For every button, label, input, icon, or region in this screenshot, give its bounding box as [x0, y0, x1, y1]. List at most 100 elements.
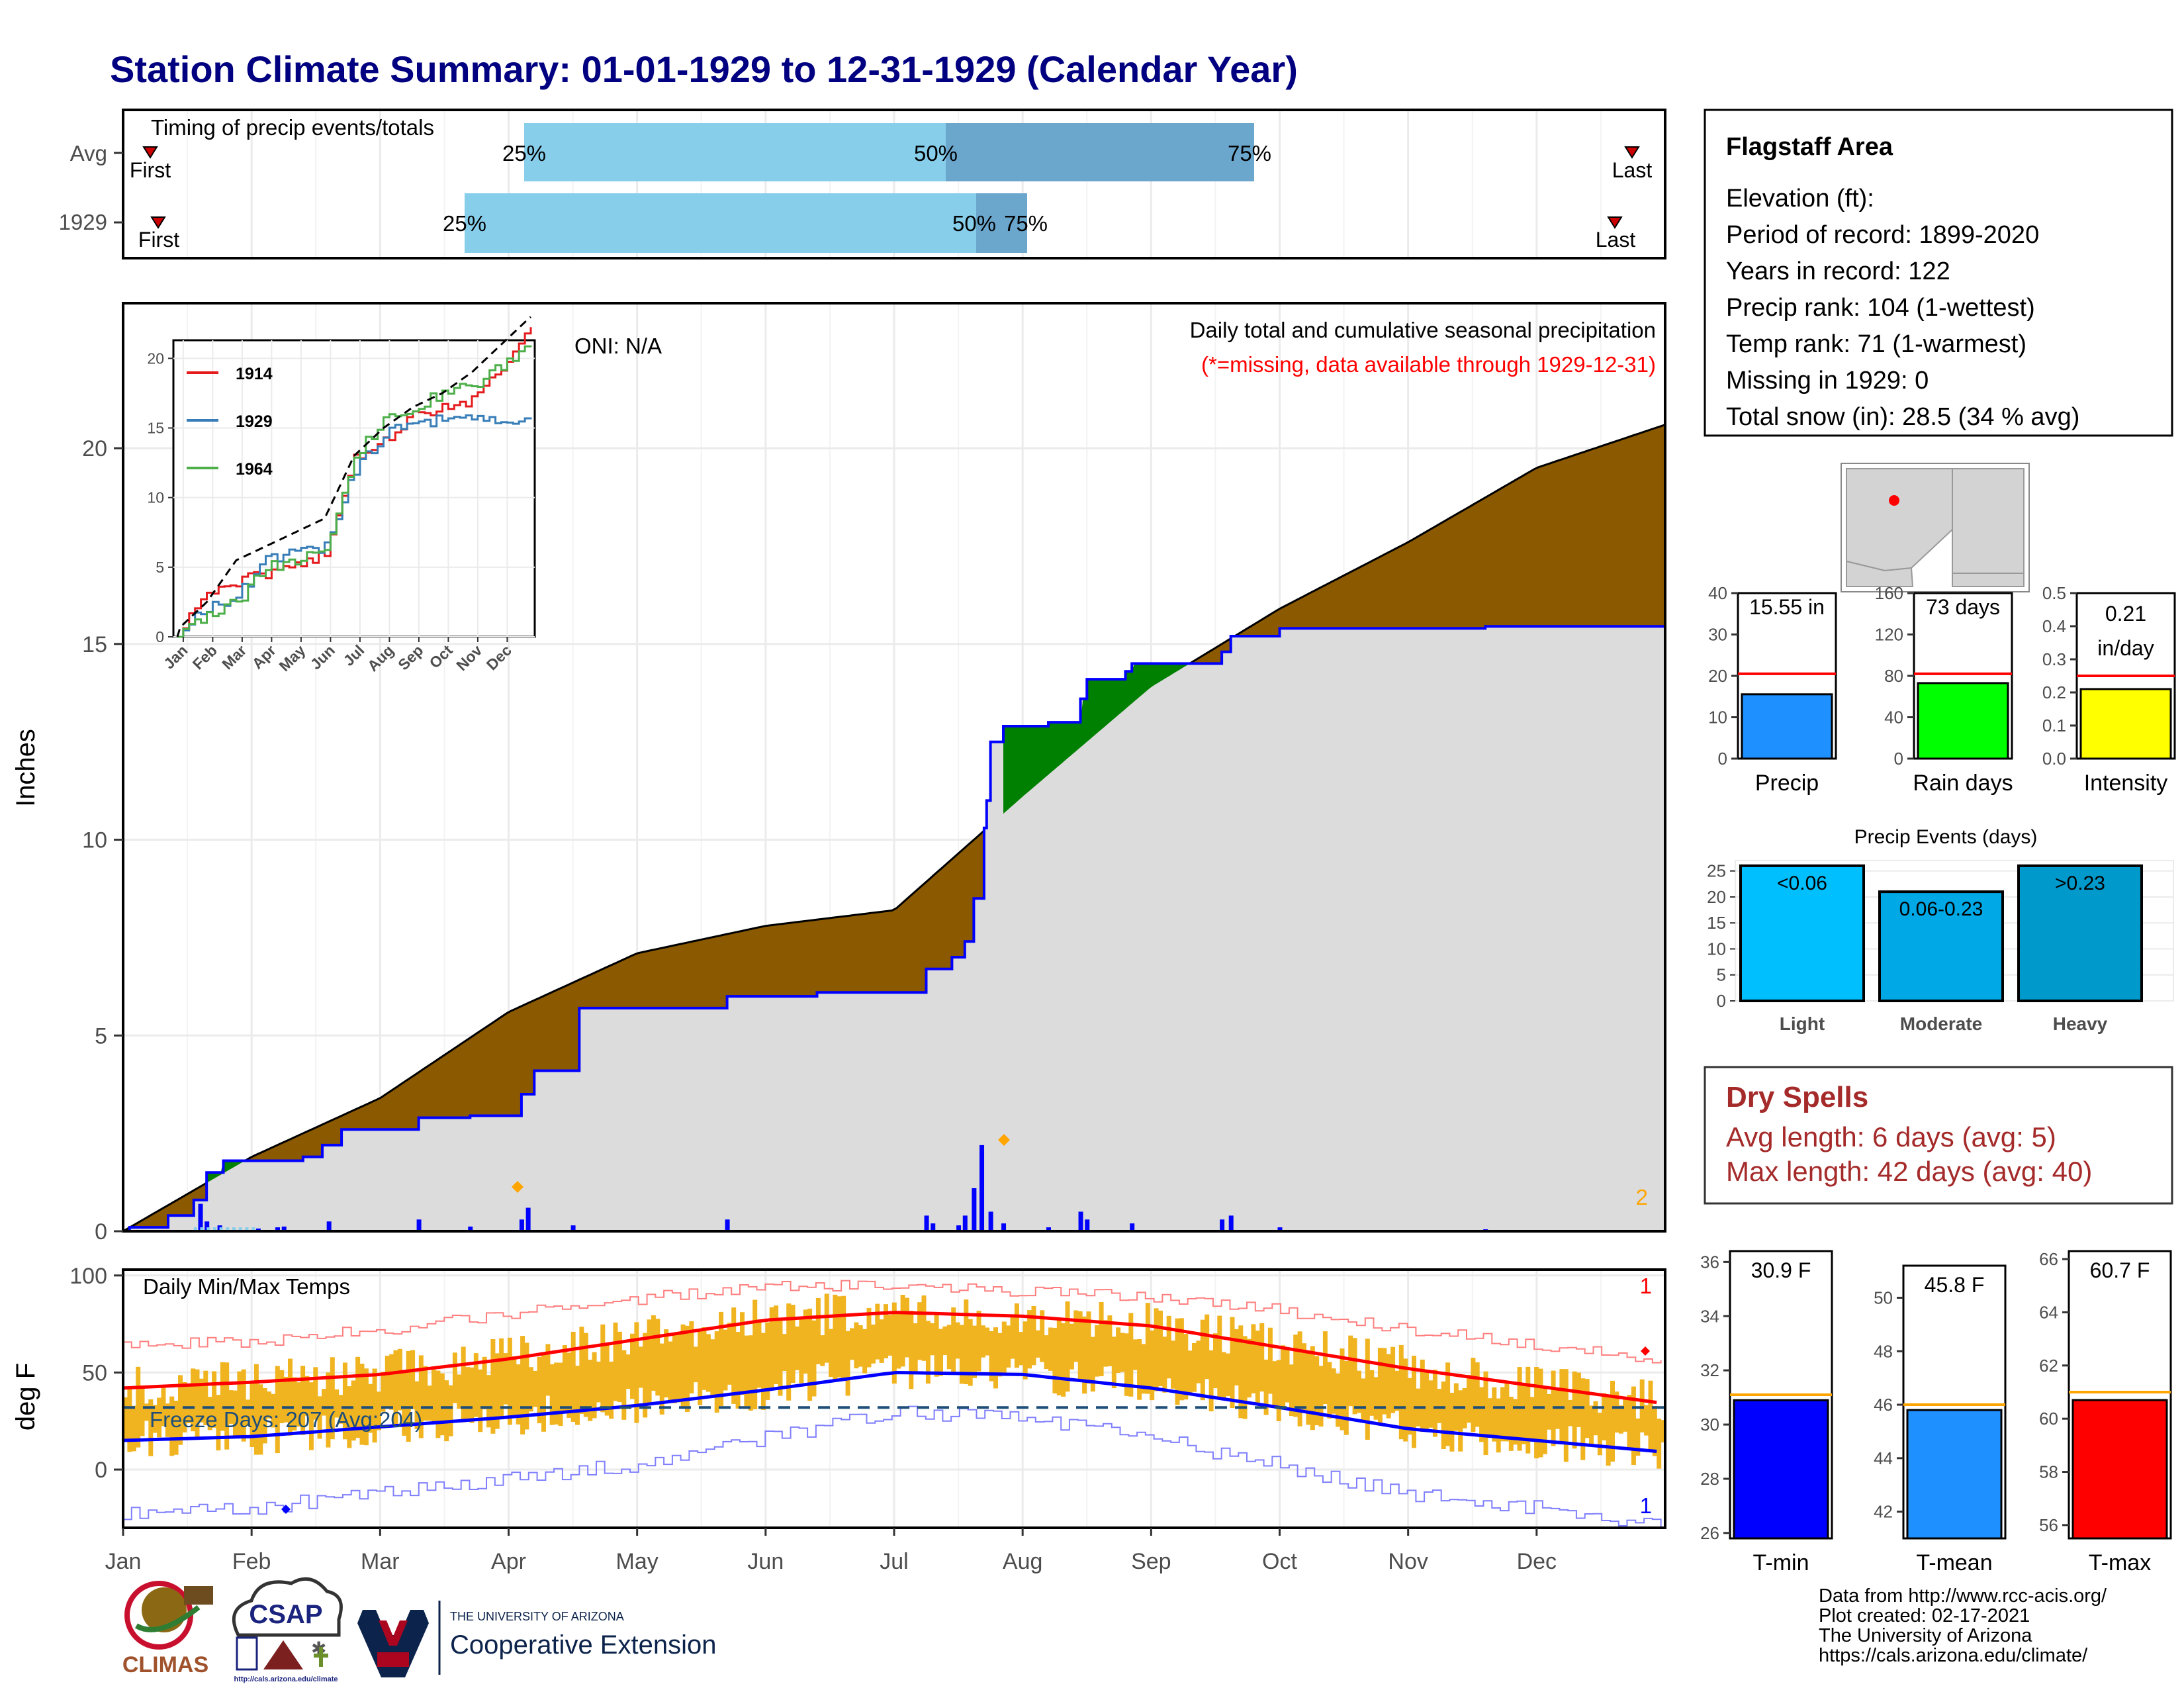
- daily-temp-bar: [870, 1324, 876, 1364]
- daily-temp-bar: [199, 1378, 204, 1423]
- daily-temp-bar: [837, 1296, 842, 1378]
- daily-temp-bar: [220, 1362, 225, 1431]
- daily-temp-bar: [1158, 1310, 1163, 1386]
- station-info-line: Years in record: 122: [1726, 258, 1950, 285]
- temp-bar-ytick: 64: [2039, 1302, 2058, 1322]
- daily-precip-bar: [275, 1227, 280, 1231]
- mini-bar-ytick: 0.0: [2042, 749, 2066, 769]
- daily-temp-bar: [448, 1385, 453, 1436]
- daily-temp-bar: [1584, 1379, 1590, 1438]
- station-info-line: Period of record: 1899-2020: [1726, 221, 2039, 249]
- daily-temp-bar: [1361, 1378, 1366, 1423]
- inset-xtick: Feb: [189, 641, 220, 673]
- temp-bar-ytick: 28: [1700, 1469, 1719, 1489]
- daily-temp-bar: [338, 1395, 343, 1424]
- daily-temp-bar: [283, 1376, 289, 1423]
- daily-temp-bar: [1547, 1393, 1552, 1430]
- daily-temp-bar: [905, 1297, 909, 1358]
- mini-bar-ytick: 160: [1875, 583, 1903, 603]
- first-label-avg: First: [130, 158, 171, 182]
- daily-temp-bar: [1213, 1333, 1218, 1389]
- daily-temp-bar: [1648, 1380, 1653, 1450]
- climas-text: CLIMAS: [122, 1652, 208, 1677]
- daily-temp-bar: [1487, 1398, 1492, 1437]
- last-marker-1929: [1607, 216, 1623, 229]
- daily-temp-bar: [1001, 1321, 1007, 1376]
- daily-temp-bar: [423, 1366, 428, 1421]
- mini-bar-label: Rain days: [1913, 771, 2013, 796]
- temp-panel: 0 50 100 deg F Daily Min/Max Temps Freeze …: [11, 1264, 1666, 1529]
- daily-precip-bar-light: [219, 1227, 223, 1231]
- temp-bar-ytick: 50: [1874, 1288, 1893, 1307]
- daily-temp-bar: [1006, 1325, 1011, 1368]
- daily-temp-bar: [651, 1315, 656, 1391]
- mini-bar-ytick: 0.2: [2042, 682, 2066, 702]
- daily-temp-bar: [1525, 1366, 1531, 1454]
- daily-precip-bar: [326, 1221, 332, 1231]
- temp-bar-ytick: 26: [1700, 1523, 1719, 1543]
- daily-temp-bar: [968, 1319, 973, 1386]
- events-ytick: 0: [1717, 991, 1726, 1011]
- daily-temp-bar: [1441, 1382, 1446, 1449]
- daily-temp-bar: [1377, 1348, 1383, 1423]
- daily-temp-bar: [347, 1386, 352, 1448]
- daily-temp-bar: [1145, 1303, 1150, 1394]
- max-daily-marker-apr: [512, 1181, 523, 1193]
- daily-precip-bar-light: [226, 1227, 230, 1231]
- daily-temp-bar: [1458, 1390, 1463, 1452]
- temp-bar-ytick: 56: [2039, 1515, 2058, 1535]
- daily-temp-bar: [216, 1395, 221, 1451]
- daily-temp-bar: [478, 1369, 483, 1432]
- daily-temp-bar: [381, 1372, 386, 1412]
- daily-temp-bar: [1179, 1318, 1184, 1401]
- daily-precip-bar-light: [232, 1227, 236, 1231]
- observed-cumulative-line: [123, 622, 1666, 1233]
- timing-row-avg: Avg: [70, 141, 107, 165]
- mini-bar-ytick: 80: [1884, 666, 1903, 686]
- daily-temp-bar: [643, 1333, 648, 1418]
- daily-temp-bar: [1483, 1371, 1488, 1456]
- mini-bar-Rain days: [1917, 682, 2009, 760]
- daily-temp-bar: [1500, 1387, 1505, 1442]
- daily-temp-bar: [271, 1393, 276, 1428]
- daily-precip-bar: [1277, 1227, 1283, 1231]
- daily-temp-bar: [520, 1336, 525, 1434]
- month-tick-label: Dec: [1517, 1549, 1557, 1574]
- daily-temp-bar: [1095, 1325, 1100, 1377]
- daily-temp-bar: [157, 1397, 162, 1438]
- daily-precip-bar: [1078, 1211, 1083, 1231]
- daily-temp-bar: [790, 1305, 796, 1383]
- timing-1929-bar-50-75: [976, 193, 1027, 253]
- mini-bar-label: Precip: [1755, 771, 1819, 796]
- events-ytick: 5: [1717, 965, 1726, 985]
- daily-temp-bar: [1318, 1366, 1324, 1427]
- mini-bar-ytick: 0.1: [2042, 716, 2066, 735]
- temp-bar-ytick: 58: [2039, 1462, 2058, 1482]
- daily-temp-bar: [469, 1367, 475, 1423]
- daily-temp-bar: [414, 1381, 420, 1429]
- inset-ytick: 10: [147, 489, 164, 506]
- daily-temp-bar: [875, 1303, 880, 1360]
- daily-temp-bar: [1234, 1329, 1239, 1385]
- daily-temp-bar: [676, 1334, 682, 1403]
- month-tick-label: Apr: [491, 1549, 526, 1574]
- daily-temp-bar: [613, 1322, 618, 1401]
- station-info-line: Precip rank: 104 (1-wettest): [1726, 294, 2035, 322]
- daily-temp-bar: [604, 1342, 610, 1416]
- daily-temp-bar: [1052, 1327, 1058, 1393]
- inset-xtick: Jan: [160, 641, 191, 672]
- temp-bar-ytick: 30: [1700, 1415, 1719, 1434]
- daily-precip-bar: [1001, 1223, 1007, 1231]
- daily-temp-bar: [1310, 1346, 1315, 1430]
- avg-min-line: [122, 1370, 1657, 1453]
- daily-temp-bar: [359, 1364, 365, 1445]
- daily-precip-bar: [1228, 1215, 1234, 1231]
- daily-temp-bar: [418, 1355, 424, 1438]
- daily-temp-bar: [1205, 1314, 1210, 1380]
- events-bar-label: Light: [1780, 1013, 1825, 1034]
- daily-temp-bar: [588, 1360, 593, 1421]
- daily-temp-bar: [1593, 1401, 1598, 1436]
- daily-temp-bar: [1492, 1387, 1497, 1442]
- daily-temp-bar: [862, 1329, 868, 1374]
- temp-bar-label: T-min: [1753, 1550, 1809, 1575]
